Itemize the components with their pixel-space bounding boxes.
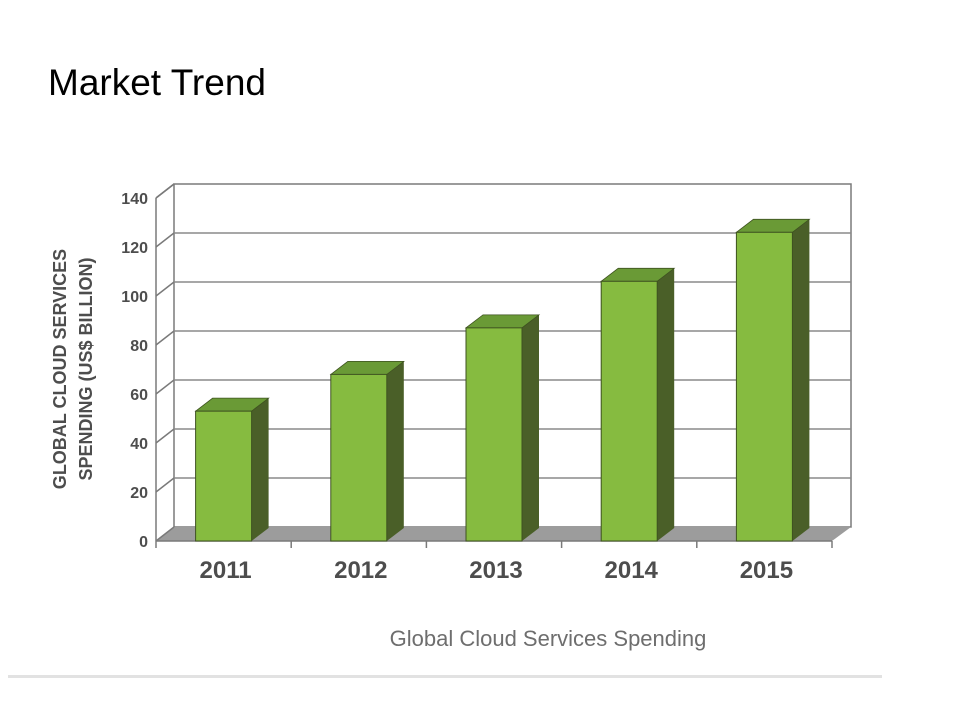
y-tick-mark [155,330,175,346]
bar-2011 [194,397,270,542]
bar-front-face [195,410,253,542]
y-tick-mark [155,428,175,444]
y-axis-title-line-1: GLOBAL CLOUD SERVICES [50,249,70,489]
x-tick-label: 2013 [469,557,522,584]
y-tick-label: 120 [121,240,148,257]
y-tick-label: 60 [130,387,148,404]
y-tick-mark [155,526,175,542]
y-tick-mark [155,281,175,297]
bar-front-face [735,231,793,542]
bar-front-face [600,280,658,542]
bar-2015 [735,218,811,542]
bar-2012 [329,360,405,542]
slide-title: Market Trend [48,62,266,103]
bar-side-face [657,268,675,541]
y-axis: 0 20 40 60 80 100 120 140 [121,183,175,551]
bar-side-face [251,398,269,541]
bar-side-face [792,219,810,542]
side-wall-edge [155,183,175,199]
y-tick-label: 0 [139,534,148,551]
bar-side-face [386,361,404,541]
x-tick-label: 2012 [334,557,387,584]
bar-2013 [464,314,541,542]
y-tick-mark [155,379,175,395]
y-tick-label: 20 [130,485,148,502]
chart-caption: Global Cloud Services Spending [390,626,707,651]
x-tick-label: 2014 [605,557,659,584]
x-tick-label: 2011 [200,557,252,584]
bar-front-face [465,327,523,542]
y-tick-label: 140 [121,191,148,208]
x-tick-label: 2015 [740,557,793,584]
x-axis: 2011 2012 2013 2014 2015 [155,541,833,584]
y-tick-label: 80 [130,338,148,355]
y-tick-label: 40 [130,436,148,453]
footer-divider [8,675,882,678]
y-tick-mark [155,477,175,493]
bar-front-face [330,373,388,542]
y-tick-mark [155,232,175,248]
y-axis-title-line-2: SPENDING (US$ BILLION) [76,257,96,480]
bars [194,218,811,542]
bar-side-face [522,314,539,541]
y-tick-label: 100 [121,289,148,306]
bar-2014 [600,267,676,542]
